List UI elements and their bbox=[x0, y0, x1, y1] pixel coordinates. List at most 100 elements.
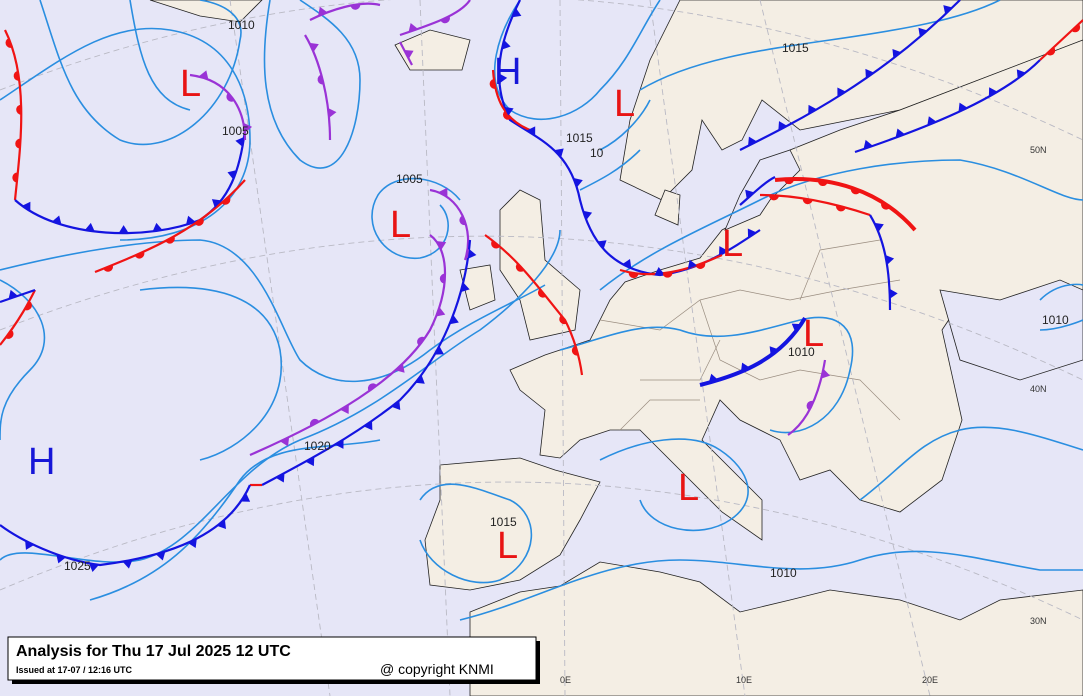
front-symbol bbox=[783, 179, 794, 185]
low-center: L bbox=[497, 525, 518, 567]
front-symbol bbox=[440, 16, 450, 24]
pressure-labels: 1010 1005 1015 1015 10 1005 1020 1025 10… bbox=[64, 18, 1069, 580]
front-symbol bbox=[654, 266, 665, 276]
front-symbol bbox=[537, 288, 547, 298]
front-symbol bbox=[865, 68, 875, 79]
isobar-label: 1010 bbox=[788, 345, 815, 359]
front-symbol bbox=[958, 102, 968, 113]
front-symbol bbox=[25, 540, 35, 550]
front-symbol bbox=[806, 400, 814, 411]
front-symbol bbox=[318, 6, 328, 17]
front-symbol bbox=[439, 273, 446, 284]
low-center: L bbox=[180, 63, 201, 105]
front-symbol bbox=[88, 563, 99, 573]
front-symbol bbox=[791, 323, 802, 333]
front-symbol bbox=[415, 374, 425, 384]
front-symbol bbox=[491, 240, 500, 249]
front-symbol bbox=[740, 362, 751, 373]
front-symbol bbox=[194, 217, 204, 226]
latitude-label: 40N bbox=[1030, 384, 1047, 394]
front-symbol bbox=[335, 439, 344, 449]
front-line bbox=[309, 2, 381, 21]
front-symbol bbox=[582, 210, 593, 221]
front-symbol bbox=[436, 241, 447, 251]
front-symbol bbox=[515, 263, 525, 272]
front-symbol bbox=[768, 195, 779, 201]
front-symbol bbox=[748, 136, 757, 146]
front-symbol bbox=[438, 187, 448, 198]
front-symbol bbox=[217, 519, 226, 529]
low-center: L bbox=[614, 83, 635, 125]
front-symbol bbox=[51, 215, 62, 225]
front-symbol bbox=[501, 39, 511, 50]
front-symbol bbox=[988, 87, 998, 97]
low-center: L bbox=[678, 467, 699, 509]
front-symbol bbox=[187, 538, 197, 548]
isobar-label: 1020 bbox=[304, 439, 331, 453]
front-symbol bbox=[185, 215, 196, 225]
front-symbol bbox=[460, 282, 470, 293]
front-symbol bbox=[434, 345, 444, 355]
front-symbol bbox=[211, 199, 222, 209]
front-symbol bbox=[503, 111, 512, 120]
land bbox=[149, 0, 1083, 696]
isobar-label: 1010 bbox=[228, 18, 255, 32]
front-symbol bbox=[449, 314, 459, 325]
front-line bbox=[619, 253, 723, 276]
front-symbol bbox=[895, 128, 905, 138]
front-symbol bbox=[571, 345, 579, 356]
high-center: H bbox=[494, 51, 521, 93]
grid-labels: 50N 40N 30N 0E 10E 20E bbox=[560, 145, 1047, 685]
front-symbol bbox=[573, 177, 583, 188]
fronts bbox=[0, 0, 1083, 573]
front-symbol bbox=[13, 70, 20, 81]
front-symbol bbox=[340, 404, 349, 414]
front-symbol bbox=[309, 418, 320, 427]
front-symbol bbox=[16, 104, 22, 115]
front-symbol bbox=[918, 27, 928, 38]
front-symbol bbox=[103, 264, 113, 272]
front-symbol bbox=[118, 225, 129, 234]
isobar-label: 1010 bbox=[770, 566, 797, 580]
front-symbol bbox=[850, 187, 861, 195]
front-symbol bbox=[745, 189, 755, 200]
isobar-label: 1015 bbox=[490, 515, 517, 529]
issued-time: Issued at 17-07 / 12:16 UTC bbox=[16, 665, 133, 675]
front-symbol bbox=[275, 473, 285, 483]
info-box-panel bbox=[7, 636, 537, 681]
front-symbol bbox=[395, 363, 405, 373]
front-symbol bbox=[943, 5, 953, 15]
pressure-centers: L H L L L L H L L bbox=[28, 51, 824, 567]
front-symbol bbox=[489, 78, 496, 89]
front-symbol bbox=[459, 215, 466, 226]
front-symbol bbox=[84, 222, 95, 232]
front-symbol bbox=[165, 236, 175, 244]
front-symbol bbox=[835, 205, 846, 212]
front-symbol bbox=[927, 116, 937, 126]
front-symbol bbox=[1071, 23, 1081, 33]
low-center: L bbox=[803, 313, 824, 355]
front-line bbox=[0, 484, 252, 567]
front-symbol bbox=[778, 121, 788, 131]
front-line bbox=[739, 176, 776, 206]
front-symbol bbox=[240, 493, 251, 502]
front-symbol bbox=[350, 4, 361, 10]
front-symbol bbox=[134, 251, 145, 259]
front-symbol bbox=[769, 346, 779, 356]
front-symbol bbox=[622, 258, 632, 269]
isobar-label: 1025 bbox=[64, 559, 91, 573]
front-symbol bbox=[8, 289, 18, 300]
isobar-label: 1010 bbox=[1042, 313, 1069, 327]
front-symbol bbox=[889, 288, 898, 299]
front-symbol bbox=[1016, 69, 1026, 79]
front-symbol bbox=[874, 222, 884, 233]
front-symbol bbox=[221, 196, 231, 205]
front-symbol bbox=[687, 259, 698, 269]
isobar-label: 1015 bbox=[782, 41, 809, 55]
front-symbol bbox=[235, 137, 245, 147]
front-symbol bbox=[512, 8, 522, 18]
front-symbol bbox=[328, 107, 337, 118]
front-symbol bbox=[12, 172, 18, 183]
front-line bbox=[491, 69, 531, 132]
front-symbol bbox=[559, 314, 567, 325]
